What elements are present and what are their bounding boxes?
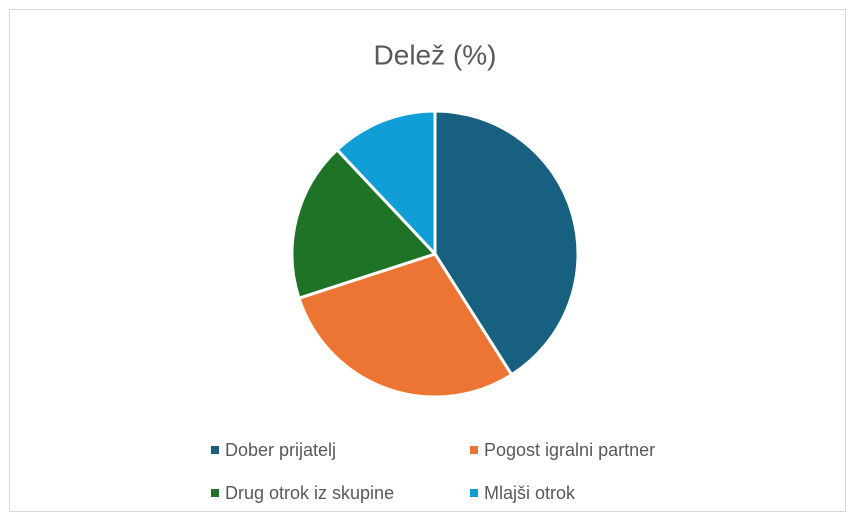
legend-label: Drug otrok iz skupine (225, 483, 394, 503)
legend-label: Dober prijatelj (225, 440, 336, 460)
pie-slice (290, 147, 438, 301)
legend-swatch (470, 446, 478, 454)
legend-swatch (211, 446, 219, 454)
chart-title: Delež (%) (374, 39, 497, 70)
legend-label: Pogost igralni partner (484, 440, 655, 460)
legend-label: Mlajši otrok (484, 483, 576, 503)
pie-slice (297, 252, 514, 399)
legend-swatch (470, 489, 478, 497)
legend-swatch (211, 489, 219, 497)
pie-slice (334, 109, 437, 258)
